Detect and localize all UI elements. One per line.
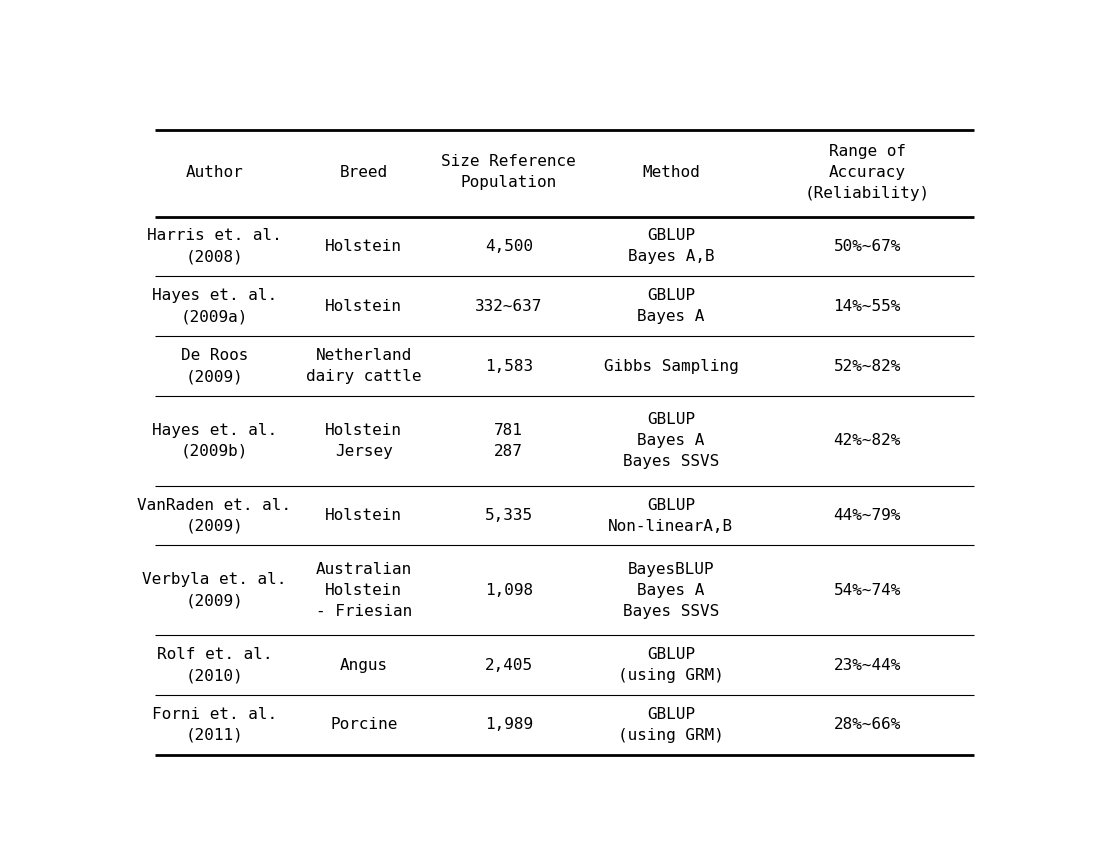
Text: 23%~44%: 23%~44% <box>833 658 901 672</box>
Text: Size Reference
Population: Size Reference Population <box>442 154 576 190</box>
Text: VanRaden et. al.
(2009): VanRaden et. al. (2009) <box>138 498 292 533</box>
Text: 28%~66%: 28%~66% <box>833 717 901 733</box>
Text: De Roos
(2009): De Roos (2009) <box>181 348 248 384</box>
Text: 4,500: 4,500 <box>484 239 533 254</box>
Text: 1,583: 1,583 <box>484 358 533 374</box>
Text: GBLUP
Non-linearA,B: GBLUP Non-linearA,B <box>609 498 733 533</box>
Text: Hayes et. al.
(2009a): Hayes et. al. (2009a) <box>152 288 277 324</box>
Text: 42%~82%: 42%~82% <box>833 433 901 448</box>
Text: GBLUP
Bayes A: GBLUP Bayes A <box>637 288 705 324</box>
Text: Holstein
Jersey: Holstein Jersey <box>325 423 402 459</box>
Text: GBLUP
Bayes A,B: GBLUP Bayes A,B <box>628 229 715 264</box>
Text: Author: Author <box>186 165 243 180</box>
Text: Hayes et. al.
(2009b): Hayes et. al. (2009b) <box>152 423 277 459</box>
Text: 5,335: 5,335 <box>484 508 533 523</box>
Text: Netherland
dairy cattle: Netherland dairy cattle <box>306 348 422 384</box>
Text: Gibbs Sampling: Gibbs Sampling <box>603 358 739 374</box>
Text: 54%~74%: 54%~74% <box>833 583 901 598</box>
Text: Angus: Angus <box>340 658 388 672</box>
Text: GBLUP
Bayes A
Bayes SSVS: GBLUP Bayes A Bayes SSVS <box>623 413 719 469</box>
Text: BayesBLUP
Bayes A
Bayes SSVS: BayesBLUP Bayes A Bayes SSVS <box>623 562 719 619</box>
Text: Holstein: Holstein <box>325 299 402 314</box>
Text: 50%~67%: 50%~67% <box>833 239 901 254</box>
Text: Harris et. al.
(2008): Harris et. al. (2008) <box>148 229 282 264</box>
Text: Holstein: Holstein <box>325 508 402 523</box>
Text: 1,989: 1,989 <box>484 717 533 733</box>
Text: GBLUP
(using GRM): GBLUP (using GRM) <box>618 647 723 683</box>
Text: Australian
Holstein
- Friesian: Australian Holstein - Friesian <box>316 562 412 619</box>
Text: Range of
Accuracy
(Reliability): Range of Accuracy (Reliability) <box>805 143 929 200</box>
Text: Rolf et. al.
(2010): Rolf et. al. (2010) <box>156 647 272 683</box>
Text: GBLUP
(using GRM): GBLUP (using GRM) <box>618 707 723 743</box>
Text: Method: Method <box>642 165 700 180</box>
Text: 332~637: 332~637 <box>476 299 543 314</box>
Text: 2,405: 2,405 <box>484 658 533 672</box>
Text: 781
287: 781 287 <box>494 423 523 459</box>
Text: 14%~55%: 14%~55% <box>833 299 901 314</box>
Text: Breed: Breed <box>340 165 388 180</box>
Text: Holstein: Holstein <box>325 239 402 254</box>
Text: 44%~79%: 44%~79% <box>833 508 901 523</box>
Text: Forni et. al.
(2011): Forni et. al. (2011) <box>152 707 277 743</box>
Text: 52%~82%: 52%~82% <box>833 358 901 374</box>
Text: Verbyla et. al.
(2009): Verbyla et. al. (2009) <box>142 572 286 608</box>
Text: Porcine: Porcine <box>330 717 397 733</box>
Text: 1,098: 1,098 <box>484 583 533 598</box>
